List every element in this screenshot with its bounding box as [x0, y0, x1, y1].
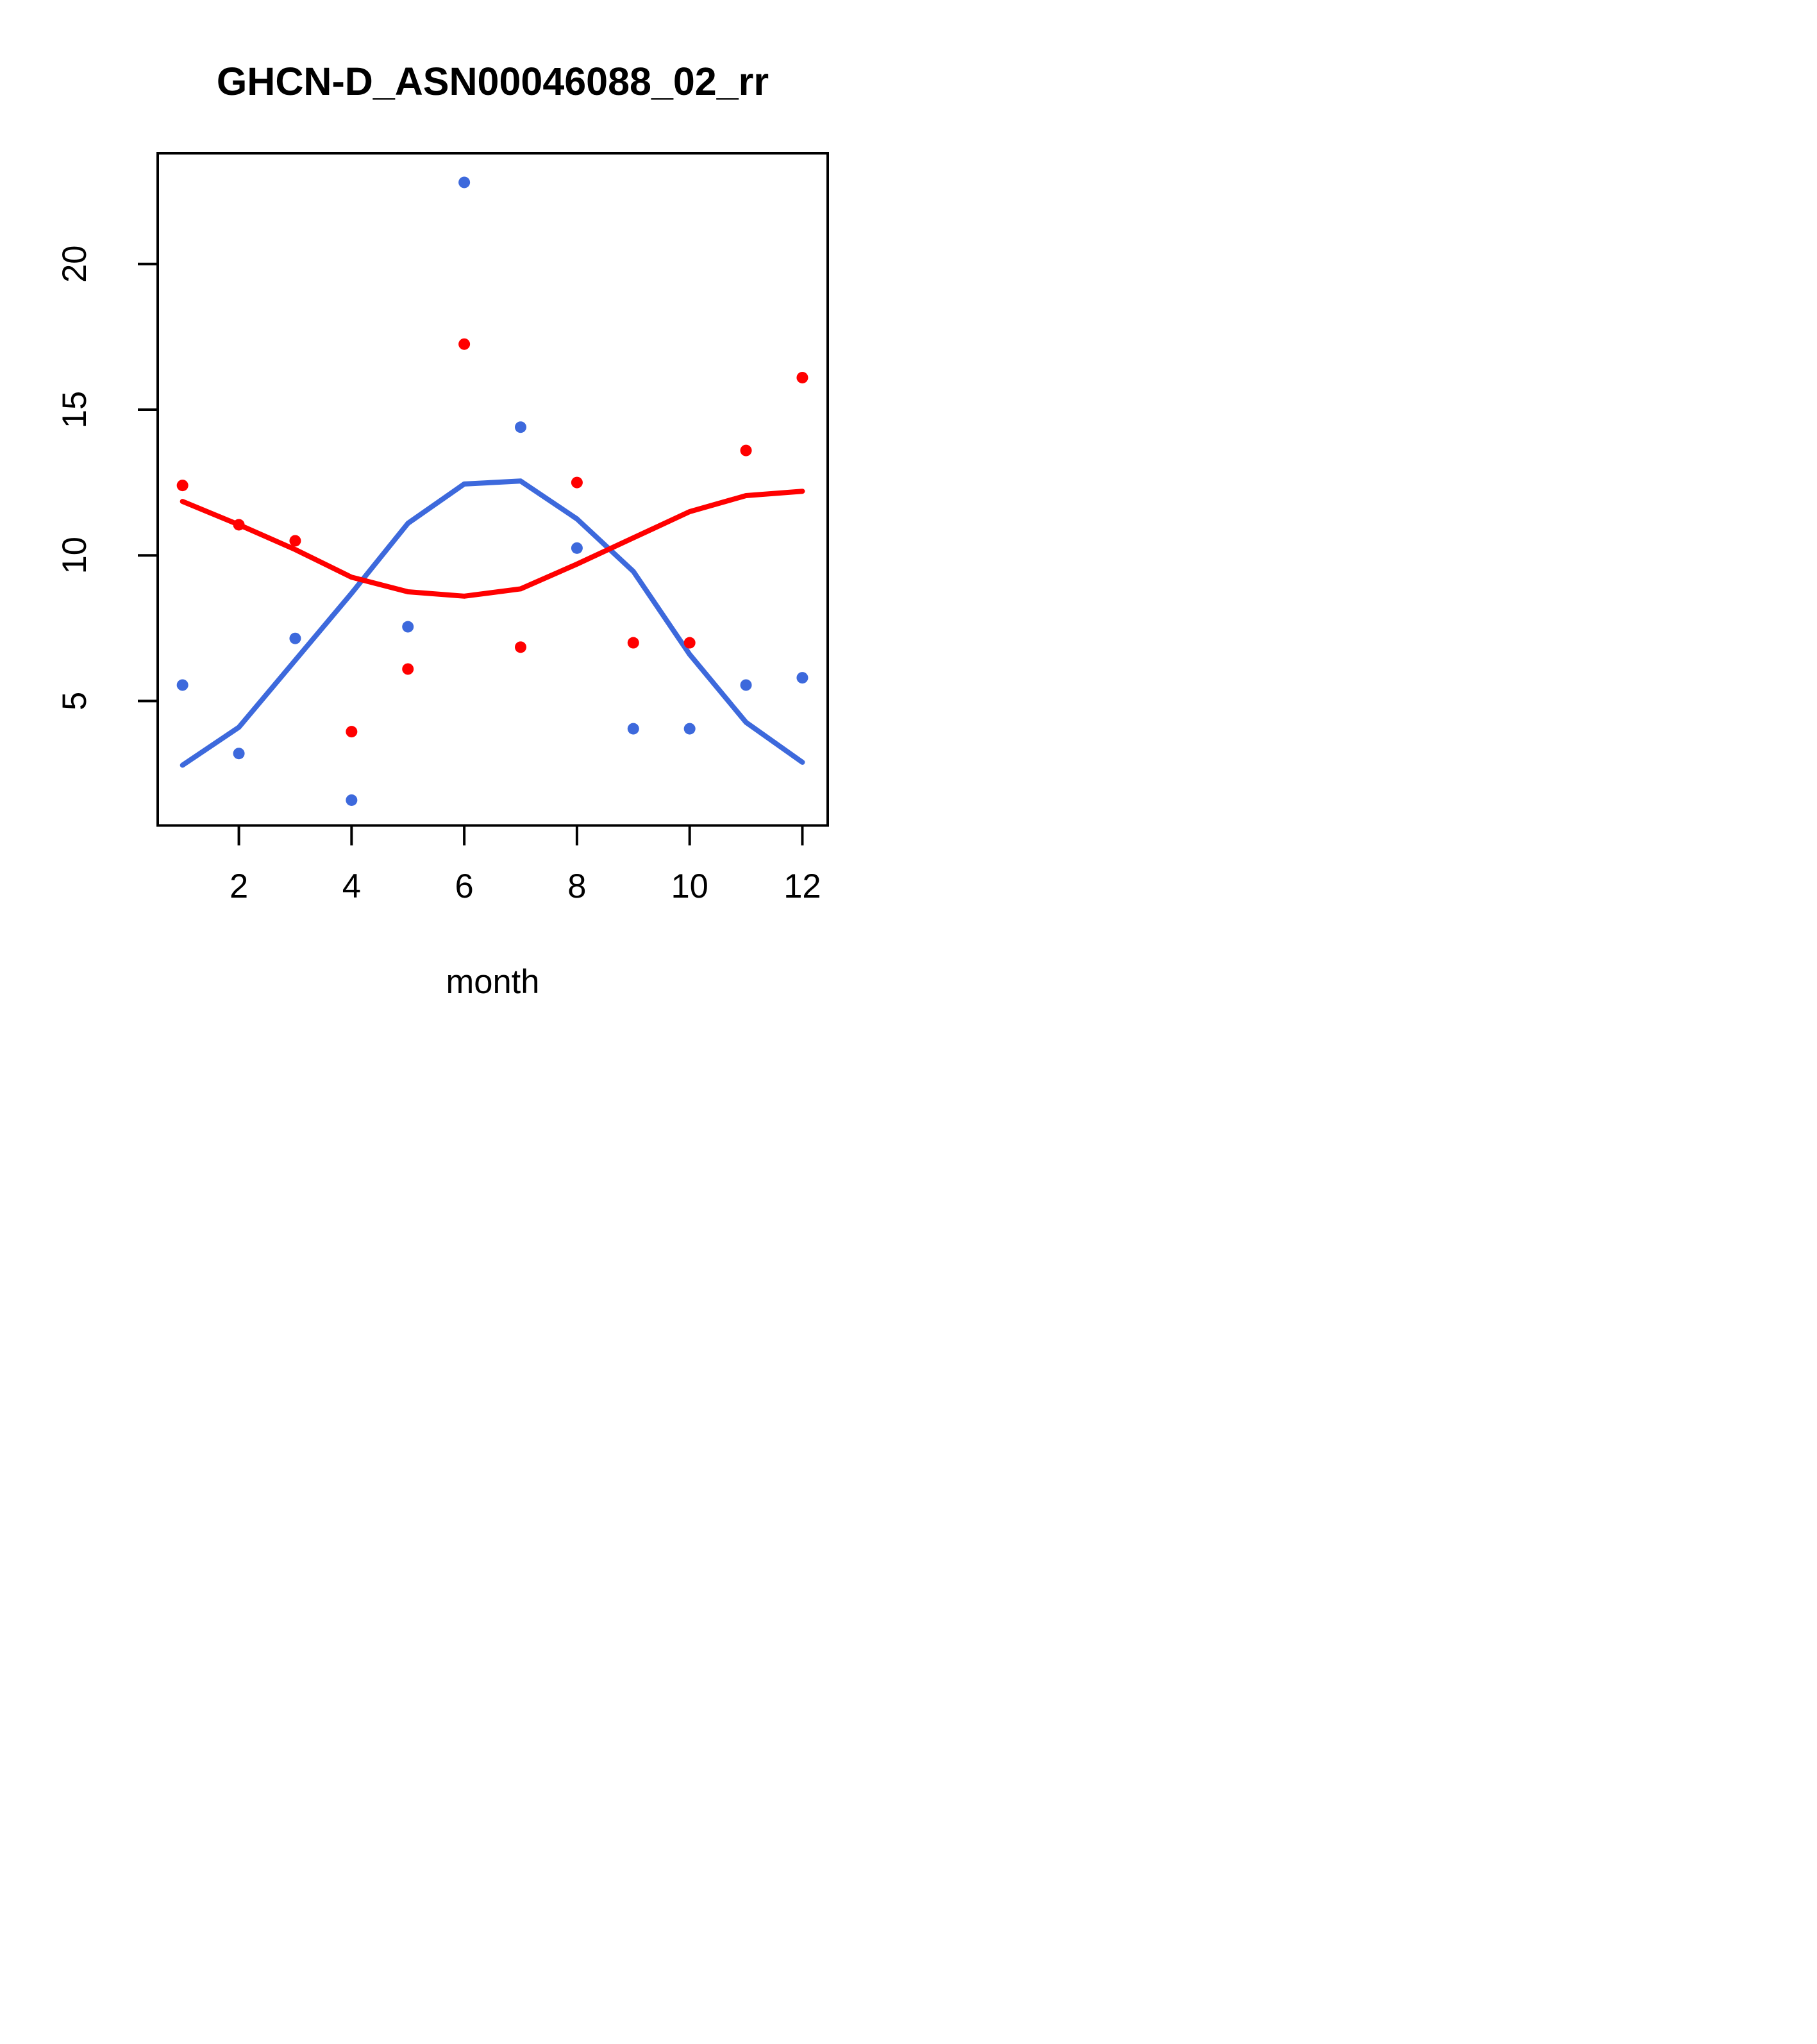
blue-data-point [289, 632, 301, 644]
y-axis-tick-label: 5 [56, 692, 94, 710]
blue-data-point [346, 794, 358, 806]
y-axis-tick-label: 10 [56, 537, 94, 574]
red-data-point [740, 444, 752, 457]
blue-data-point [402, 621, 414, 633]
red-data-point [289, 535, 301, 547]
blue-data-point [176, 679, 188, 691]
blue-data-point [627, 723, 639, 735]
x-axis-tick-label: 4 [342, 867, 361, 905]
x-axis-tick-label: 6 [455, 867, 474, 905]
red-data-point [627, 637, 639, 649]
plot-box [156, 152, 829, 827]
x-axis-tick-label: 10 [671, 867, 708, 905]
y-axis-tick-label: 15 [56, 391, 94, 428]
x-axis-tick-label: 8 [567, 867, 586, 905]
red-data-point [176, 480, 188, 492]
x-axis-label: month [446, 963, 540, 1001]
red-data-point [683, 637, 696, 649]
y-axis-tick-label: 20 [56, 246, 94, 283]
red-data-point [515, 641, 527, 653]
scatter-plot-canvas: 2 4 6 8 10 12 5 10 15 20 GHCN-D_ASN00046088_02_rrm… [56, 60, 829, 1001]
red-smooth-line [180, 489, 805, 599]
blue-data-point [233, 748, 245, 760]
red-data-point [233, 519, 245, 531]
red-data-point [458, 338, 471, 350]
blue-data-point [796, 672, 808, 684]
blue-data-point [515, 421, 527, 433]
blue-smooth-line [180, 478, 805, 768]
red-data-point [402, 663, 414, 675]
chart-title: GHCN-D_ASN00046088_02_rr [217, 60, 769, 103]
blue-data-point [458, 176, 471, 188]
blue-data-point [571, 542, 583, 554]
red-data-point [571, 476, 583, 489]
blue-data-point [683, 723, 696, 735]
blue-data-point [740, 679, 752, 691]
x-axis-tick-label: 2 [230, 867, 248, 905]
x-axis-tick-label: 12 [783, 867, 821, 905]
red-data-point [346, 726, 358, 738]
red-data-point [796, 371, 808, 383]
